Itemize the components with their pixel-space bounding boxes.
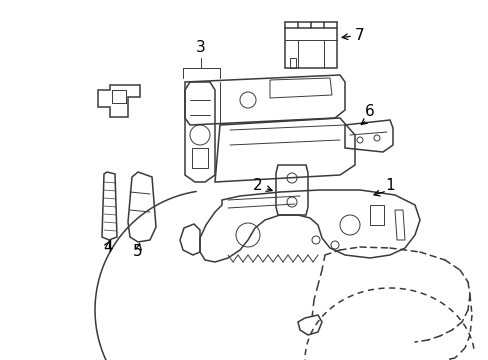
Text: 4: 4: [103, 240, 113, 256]
Text: 7: 7: [354, 27, 364, 42]
Text: 6: 6: [365, 104, 374, 120]
Text: 3: 3: [196, 40, 205, 55]
Text: 5: 5: [133, 244, 142, 260]
Text: 2: 2: [253, 177, 262, 193]
Text: 1: 1: [385, 179, 394, 194]
